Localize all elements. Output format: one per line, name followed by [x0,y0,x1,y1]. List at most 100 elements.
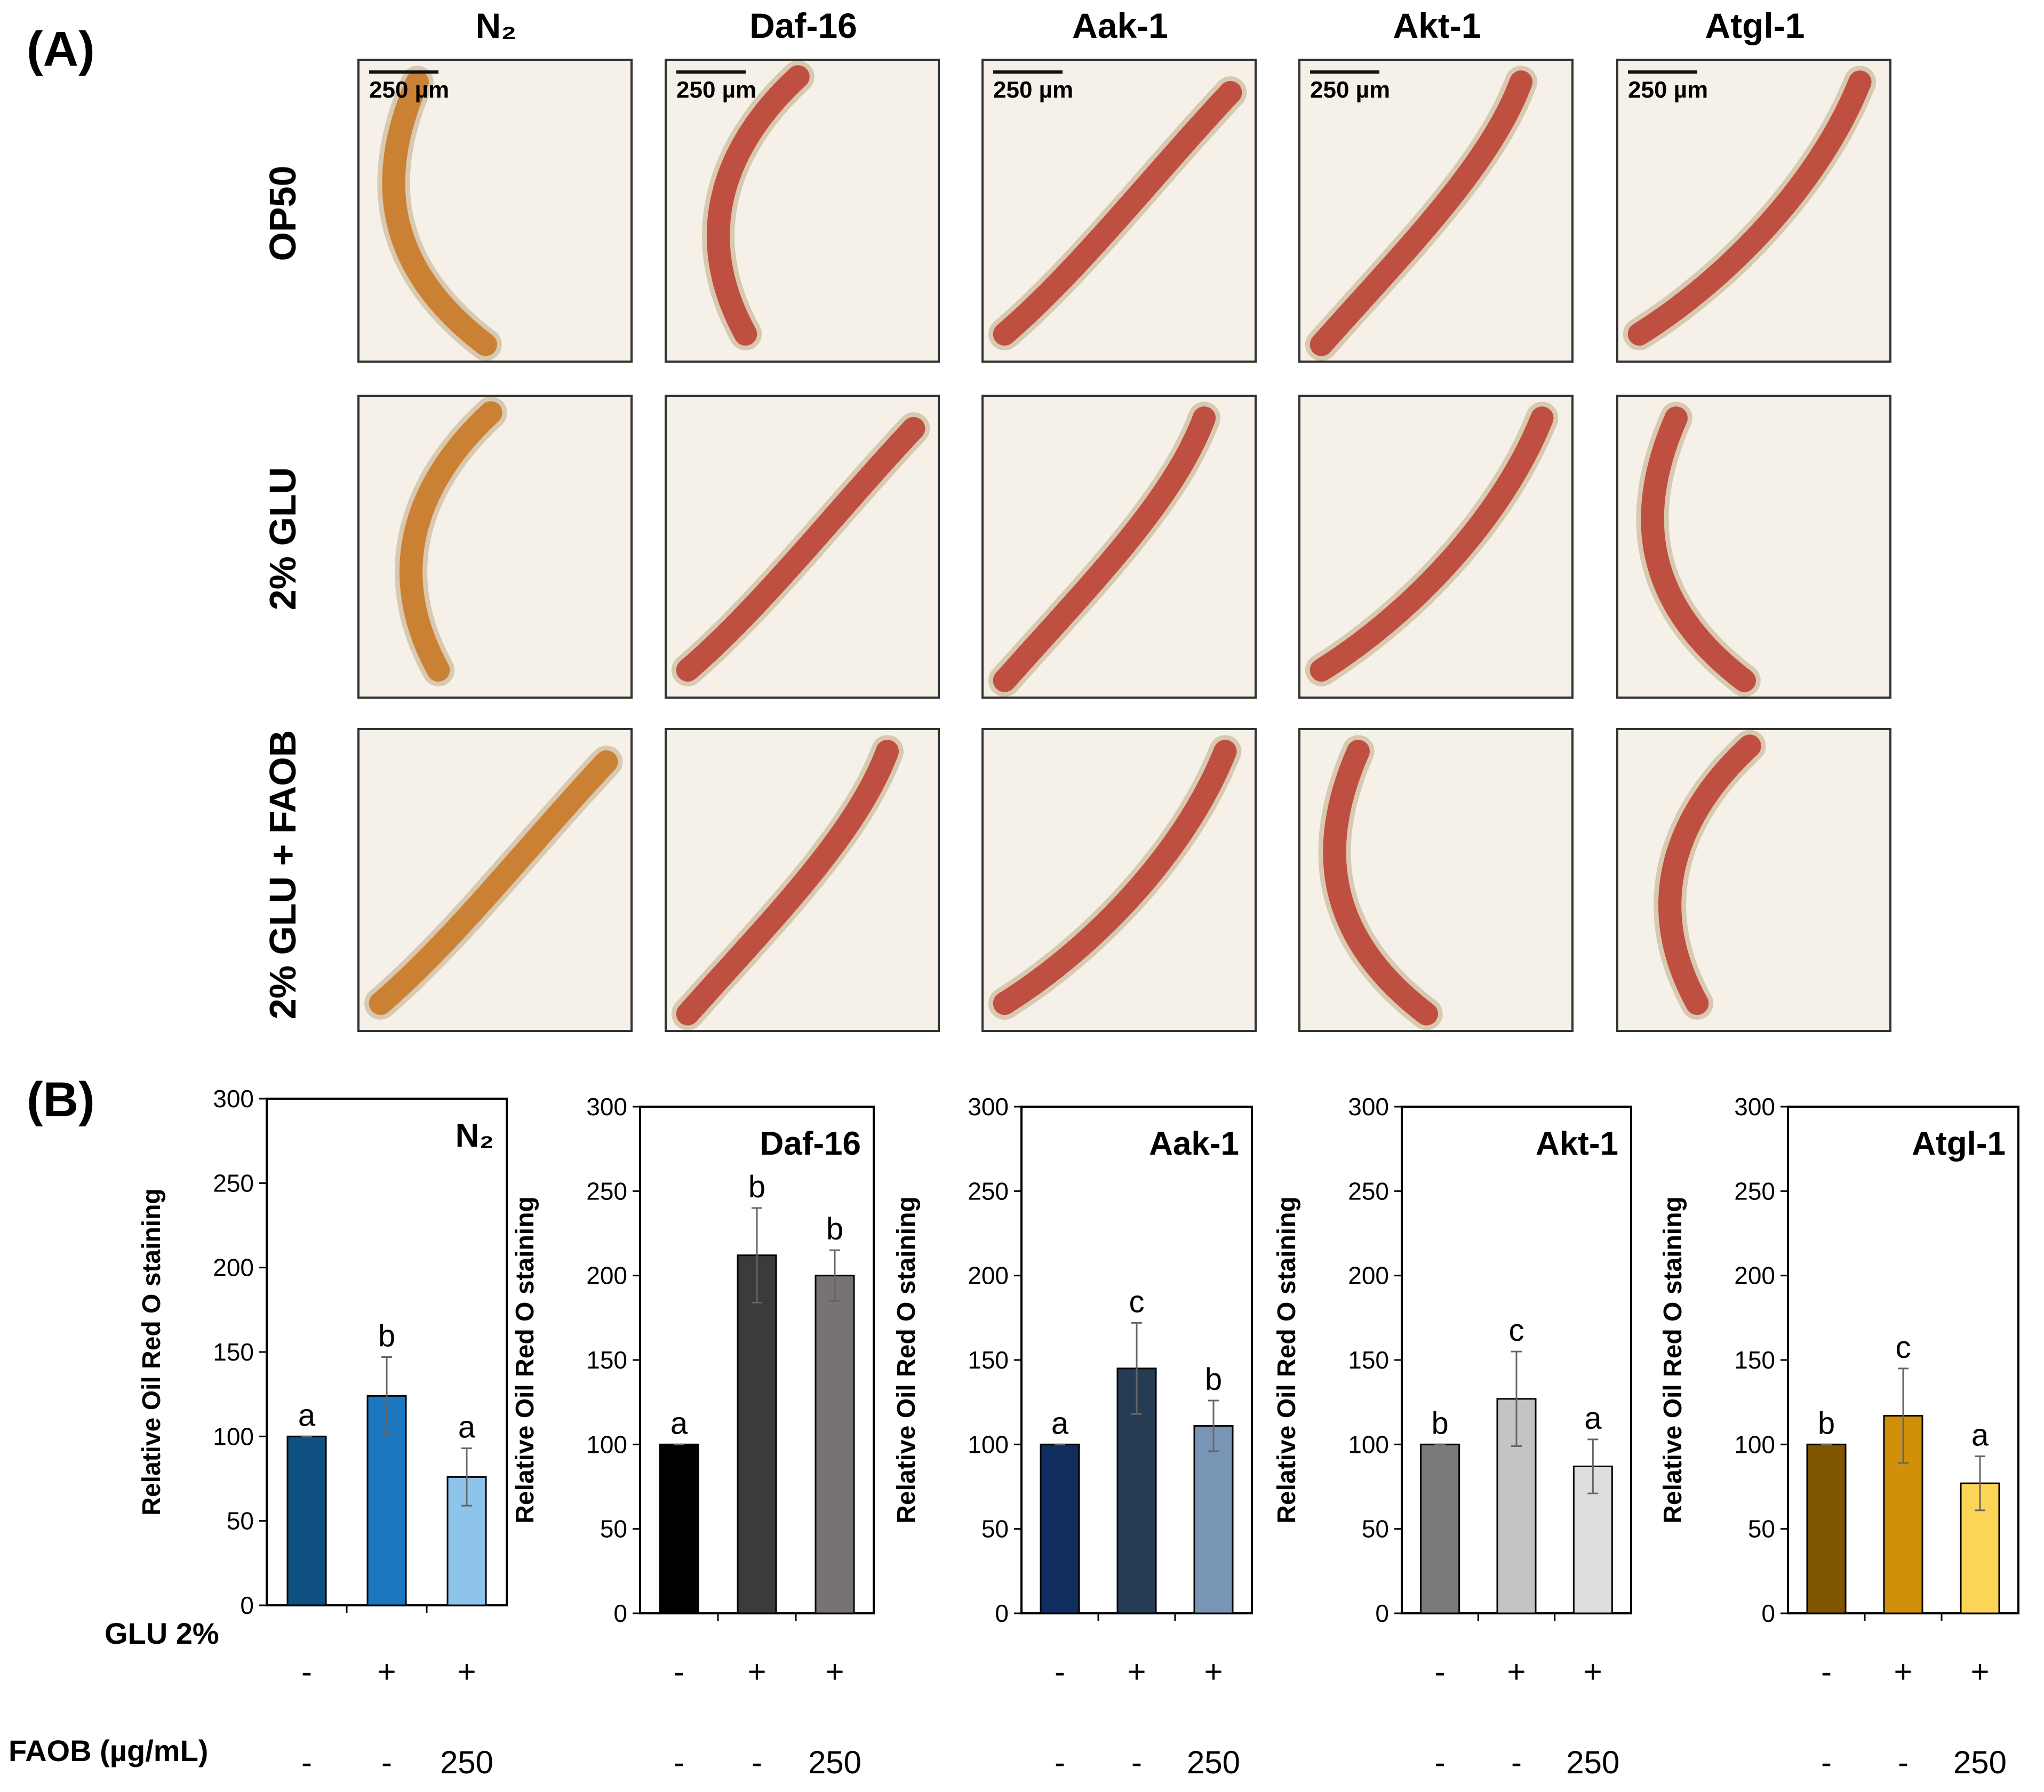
worm-body-stain [382,70,497,356]
y-tick-label: 50 [1362,1515,1389,1543]
panel-a-label: (A) [27,22,95,76]
y-tick-label: 200 [586,1262,627,1290]
faob-symbol: 250 [1953,1745,2007,1780]
bar [1040,1443,1080,1614]
scale-bar: 250 µm [369,70,449,103]
y-tick-label: 250 [1348,1177,1389,1205]
significance-letter: c [1129,1284,1145,1319]
y-tick-label: 250 [1734,1177,1775,1205]
significance-letter: b [1818,1406,1835,1441]
y-axis-label: Relative Oil Red O staining [1273,1196,1301,1523]
scale-bar: 250 µm [993,70,1073,103]
chart-title: N₂ [456,1117,494,1154]
faob-symbol: 250 [1186,1745,1241,1780]
worm-image [364,745,623,1020]
y-tick-label: 0 [1375,1599,1389,1627]
faob-symbol: 250 [440,1745,494,1780]
significance-letter: b [826,1212,843,1246]
worm-image [671,735,904,1030]
micrograph-0-2: 250 µm [981,59,1257,363]
faob-symbol: - [1898,1745,1909,1780]
chart-title: Atgl-1 [1912,1125,2006,1162]
worm-image [1305,66,1538,361]
bar [1806,1443,1847,1614]
scale-bar-label: 250 µm [1628,77,1708,103]
bar [1883,1415,1923,1614]
y-tick-label: 200 [1348,1262,1389,1290]
glu-symbol: + [1127,1654,1146,1690]
significance-letter: a [1051,1406,1069,1441]
worm-body-stain [1310,70,1533,356]
glu-symbol: + [1204,1654,1223,1690]
significance-letter: c [1509,1313,1524,1348]
glu-symbol: + [1507,1654,1526,1690]
y-tick-label: 0 [995,1599,1009,1627]
significance-letter: b [1432,1406,1449,1441]
micrograph-1-3 [1298,395,1574,699]
worm-body-stain [1323,740,1438,1026]
scale-bar-line [1628,70,1697,74]
scale-bar-line [369,70,438,74]
micrograph-1-2 [981,395,1257,699]
worm-body-stain [1641,406,1756,692]
scale-bar-label: 250 µm [993,77,1074,103]
column-header-aak1: Aak-1 [1072,6,1168,45]
faob-symbol: - [1131,1745,1142,1780]
scale-bar-label: 250 µm [369,77,450,103]
y-tick-label: 50 [600,1515,627,1543]
worm-body-stain [993,406,1216,692]
worm-image [1305,402,1559,686]
faob-symbol: - [752,1745,762,1780]
worm-body-stain [676,740,899,1026]
worm-image [377,66,502,361]
glu-symbol: + [1894,1654,1913,1690]
y-tick-label: 150 [1348,1346,1389,1374]
y-tick-label: 200 [213,1254,254,1282]
y-tick-label: 250 [968,1177,1009,1205]
panel-b-label: (B) [27,1073,95,1127]
y-tick-label: 50 [1748,1515,1775,1543]
y-tick-label: 300 [213,1085,254,1113]
chart-title: Aak-1 [1149,1125,1239,1162]
significance-letter: a [1584,1401,1602,1436]
scale-bar: 250 µm [1628,70,1708,103]
worm-body-stain [707,65,810,346]
scale-bar-line [676,70,746,74]
worm-body-stain [1627,70,1872,346]
y-tick-label: 50 [981,1515,1009,1543]
scale-bar: 250 µm [676,70,756,103]
y-tick-label: 250 [213,1169,254,1197]
micrograph-1-1 [665,395,940,699]
y-tick-label: 100 [213,1422,254,1450]
y-axis-label: Relative Oil Red O staining [138,1188,166,1515]
y-tick-label: 100 [1348,1430,1389,1458]
micrograph-0-0: 250 µm [357,59,633,363]
y-tick-label: 100 [586,1430,627,1458]
y-tick-label: 300 [968,1093,1009,1121]
bar [1193,1425,1234,1614]
y-tick-label: 150 [586,1346,627,1374]
column-header-daf16: Daf-16 [749,6,857,45]
faob-symbol: - [1821,1745,1832,1780]
y-tick-label: 150 [1734,1346,1775,1374]
y-tick-label: 250 [586,1177,627,1205]
significance-letter: a [458,1410,476,1445]
significance-letter: b [748,1170,765,1204]
worm-body-stain [676,417,925,682]
worm-image [988,735,1242,1020]
worm-image [702,61,815,350]
chart-title: Daf-16 [760,1125,861,1162]
worm-image [1623,66,1877,350]
micrograph-2-0 [357,728,633,1032]
y-tick-label: 0 [240,1591,254,1619]
micrograph-0-4: 250 µm [1616,59,1891,363]
worm-body-stain [400,401,502,682]
glu-symbol: - [1055,1654,1065,1690]
faob-symbol: - [1434,1745,1446,1780]
faob-symbol: - [1511,1745,1522,1780]
micrograph-0-3: 250 µm [1298,59,1574,363]
glu-symbol: + [1583,1654,1602,1690]
